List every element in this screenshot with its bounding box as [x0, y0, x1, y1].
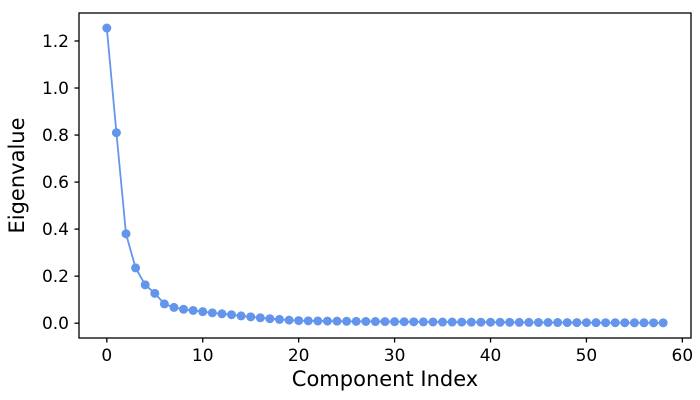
axes-spines [78, 12, 692, 339]
y-tick-label: 0.0 [42, 314, 69, 334]
x-tick-label: 40 [480, 346, 502, 366]
x-tick-label: 30 [384, 346, 406, 366]
x-tick-label: 50 [576, 346, 598, 366]
y-tick-label: 1.0 [42, 79, 69, 99]
x-tick-label: 20 [288, 346, 310, 366]
y-tick-label: 1.2 [42, 32, 69, 52]
y-tick-label: 0.4 [42, 220, 69, 240]
y-axis-label: Eigenvalue [5, 117, 29, 233]
eigenvalue-line [105, 27, 664, 324]
y-tick-label: 0.6 [42, 173, 69, 193]
y-tick-label: 0.8 [42, 126, 69, 146]
x-axis-label: Component Index [292, 367, 478, 391]
y-tick-label: 0.2 [42, 267, 69, 287]
x-tick-label: 60 [672, 346, 694, 366]
x-tick-label: 0 [101, 346, 112, 366]
x-tick-label: 10 [192, 346, 214, 366]
